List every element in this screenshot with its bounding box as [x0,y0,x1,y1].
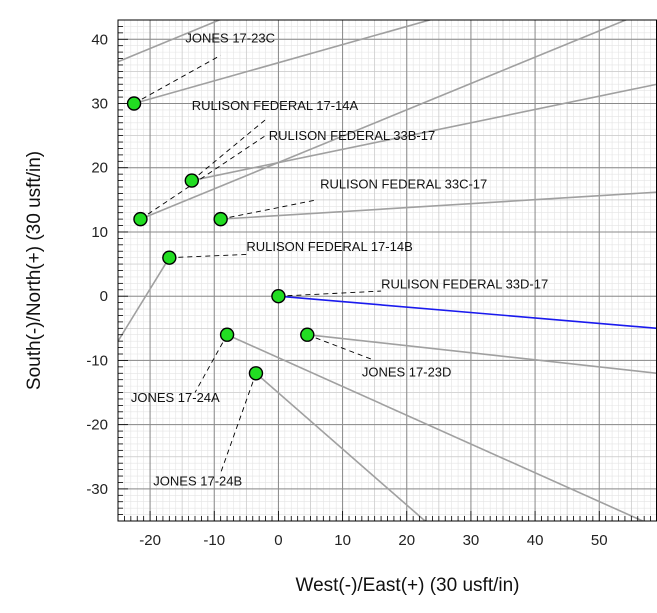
trajectory-line [220,191,657,220]
x-tick-label: 10 [334,532,351,549]
well-labels: JONES 17-23C RULISON FEDERAL 17-14A RULISO… [131,30,548,488]
well-label: RULISON FEDERAL 17-14A [192,98,359,113]
x-tick-label: 50 [591,532,608,549]
well-marker [213,211,228,227]
well-label: RULISON FEDERAL 33B-17 [269,128,435,143]
well-marker [248,366,264,381]
leader-line [194,334,228,393]
trajectory-line [118,257,171,342]
trajectory-line [133,20,433,105]
trajectory-line [118,20,222,63]
y-tick-label: 20 [91,160,108,177]
well-markers [126,96,315,381]
y-tick-labels: -30 -20 -10 0 10 20 30 40 [86,31,108,498]
y-tick-label: -20 [86,417,108,434]
well-label: JONES 17-24B [153,474,242,489]
label-leaders [133,54,382,473]
trajectory-line [226,334,645,521]
trajectory-line [191,83,657,182]
trajectory-line [140,20,628,220]
well-marker [162,250,177,265]
trajectory-line [255,372,427,521]
well-marker [126,96,142,111]
x-axis-title: West(-)/East(+) (30 usft/in) [295,575,519,596]
y-tick-label: -30 [86,481,108,498]
y-tick-label: 0 [100,288,108,305]
x-tick-label: 0 [274,532,282,549]
y-tick-label: 30 [91,96,108,113]
well-marker [300,327,315,342]
y-tick-label: 10 [91,224,108,241]
well-label: JONES 17-23C [185,30,275,45]
x-tick-label: -10 [203,532,225,549]
y-tick-label: -10 [86,352,108,369]
leader-line [169,253,247,259]
minor-grid [118,20,657,521]
well-label: JONES 17-24A [131,390,220,405]
leader-line [133,54,221,104]
y-tick-label: 40 [91,31,108,48]
well-label: JONES 17-23D [362,364,452,379]
x-tick-label: -20 [139,532,161,549]
leader-line [191,119,266,181]
well-label: RULISON FEDERAL 33D-17 [381,276,548,291]
well-label: RULISON FEDERAL 33C-17 [320,176,487,191]
x-tick-labels: -20 -10 0 10 20 30 40 50 [139,532,607,549]
well-marker [219,327,235,342]
well-marker [184,173,199,188]
leader-line [140,135,266,220]
x-tick-label: 30 [463,532,480,549]
axis-ticks [117,19,657,522]
x-tick-label: 20 [398,532,415,549]
well-trajectories [118,20,657,521]
well-marker [133,211,148,227]
well-marker [271,288,286,304]
highlight-trajectory-line [278,295,657,330]
leader-line [220,199,318,220]
well-label: RULISON FEDERAL 17-14B [246,239,412,254]
leader-line [278,290,382,297]
leader-line [307,334,375,361]
trajectory-line [307,333,657,375]
y-axis-title: South(-)/North(+) (30 usft/in) [24,151,45,390]
x-tick-label: 40 [527,532,544,549]
leader-line [220,373,257,473]
